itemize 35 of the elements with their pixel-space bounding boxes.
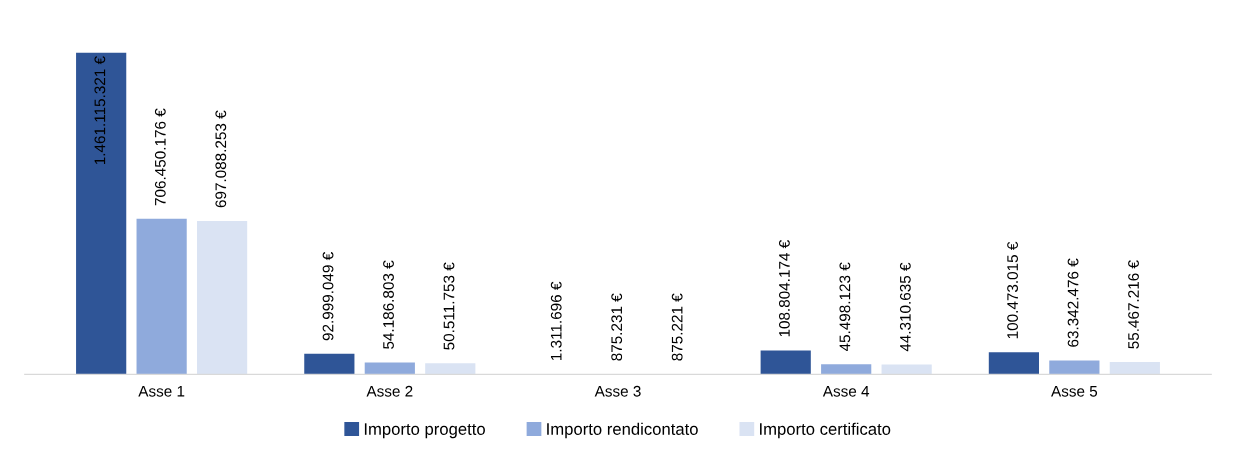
x-tick-label: Asse 5	[1051, 386, 1098, 397]
data-label: 44.310.635 €	[899, 262, 911, 352]
bar	[76, 52, 127, 375]
data-label: 108.804.174 €	[779, 240, 790, 337]
data-label: 875.231 €	[611, 293, 623, 361]
x-tick-label: Asse 4	[822, 386, 870, 397]
bar	[1049, 360, 1100, 375]
data-label: 55.467.216 €	[1128, 260, 1139, 349]
data-label: 1.311.696 €	[550, 281, 562, 361]
data-label: 706.450.176 €	[154, 108, 166, 206]
bar	[425, 363, 476, 375]
data-label: 875.221 €	[671, 293, 683, 361]
data-label: 92.999.049 €	[322, 252, 334, 341]
data-label: 1.461.115.321 €	[94, 56, 106, 165]
data-label: 45.498.123 €	[839, 262, 851, 352]
bar	[881, 364, 932, 375]
x-tick-label: Asse 2	[366, 385, 413, 397]
legend-label: Importo certificato	[760, 422, 891, 439]
bar	[760, 350, 811, 375]
bar	[364, 362, 415, 375]
data-label: 100.473.015 €	[1007, 241, 1018, 339]
data-label: 50.511.753 €	[443, 262, 455, 350]
bar	[136, 218, 187, 375]
legend-label: Importo rendicontato	[547, 422, 698, 439]
x-tick-label: Asse 3	[594, 385, 641, 397]
data-label: 54.186.803 €	[383, 260, 394, 349]
bar	[988, 352, 1039, 375]
bar	[304, 353, 355, 375]
bar	[821, 364, 872, 375]
bar	[1109, 362, 1160, 375]
x-tick-label: Asse 1	[138, 386, 185, 397]
data-label: 63.342.476 €	[1067, 258, 1079, 347]
bar	[197, 220, 248, 375]
data-label: 697.088.253 €	[215, 110, 227, 208]
legend-label: Importo progetto	[364, 423, 485, 439]
